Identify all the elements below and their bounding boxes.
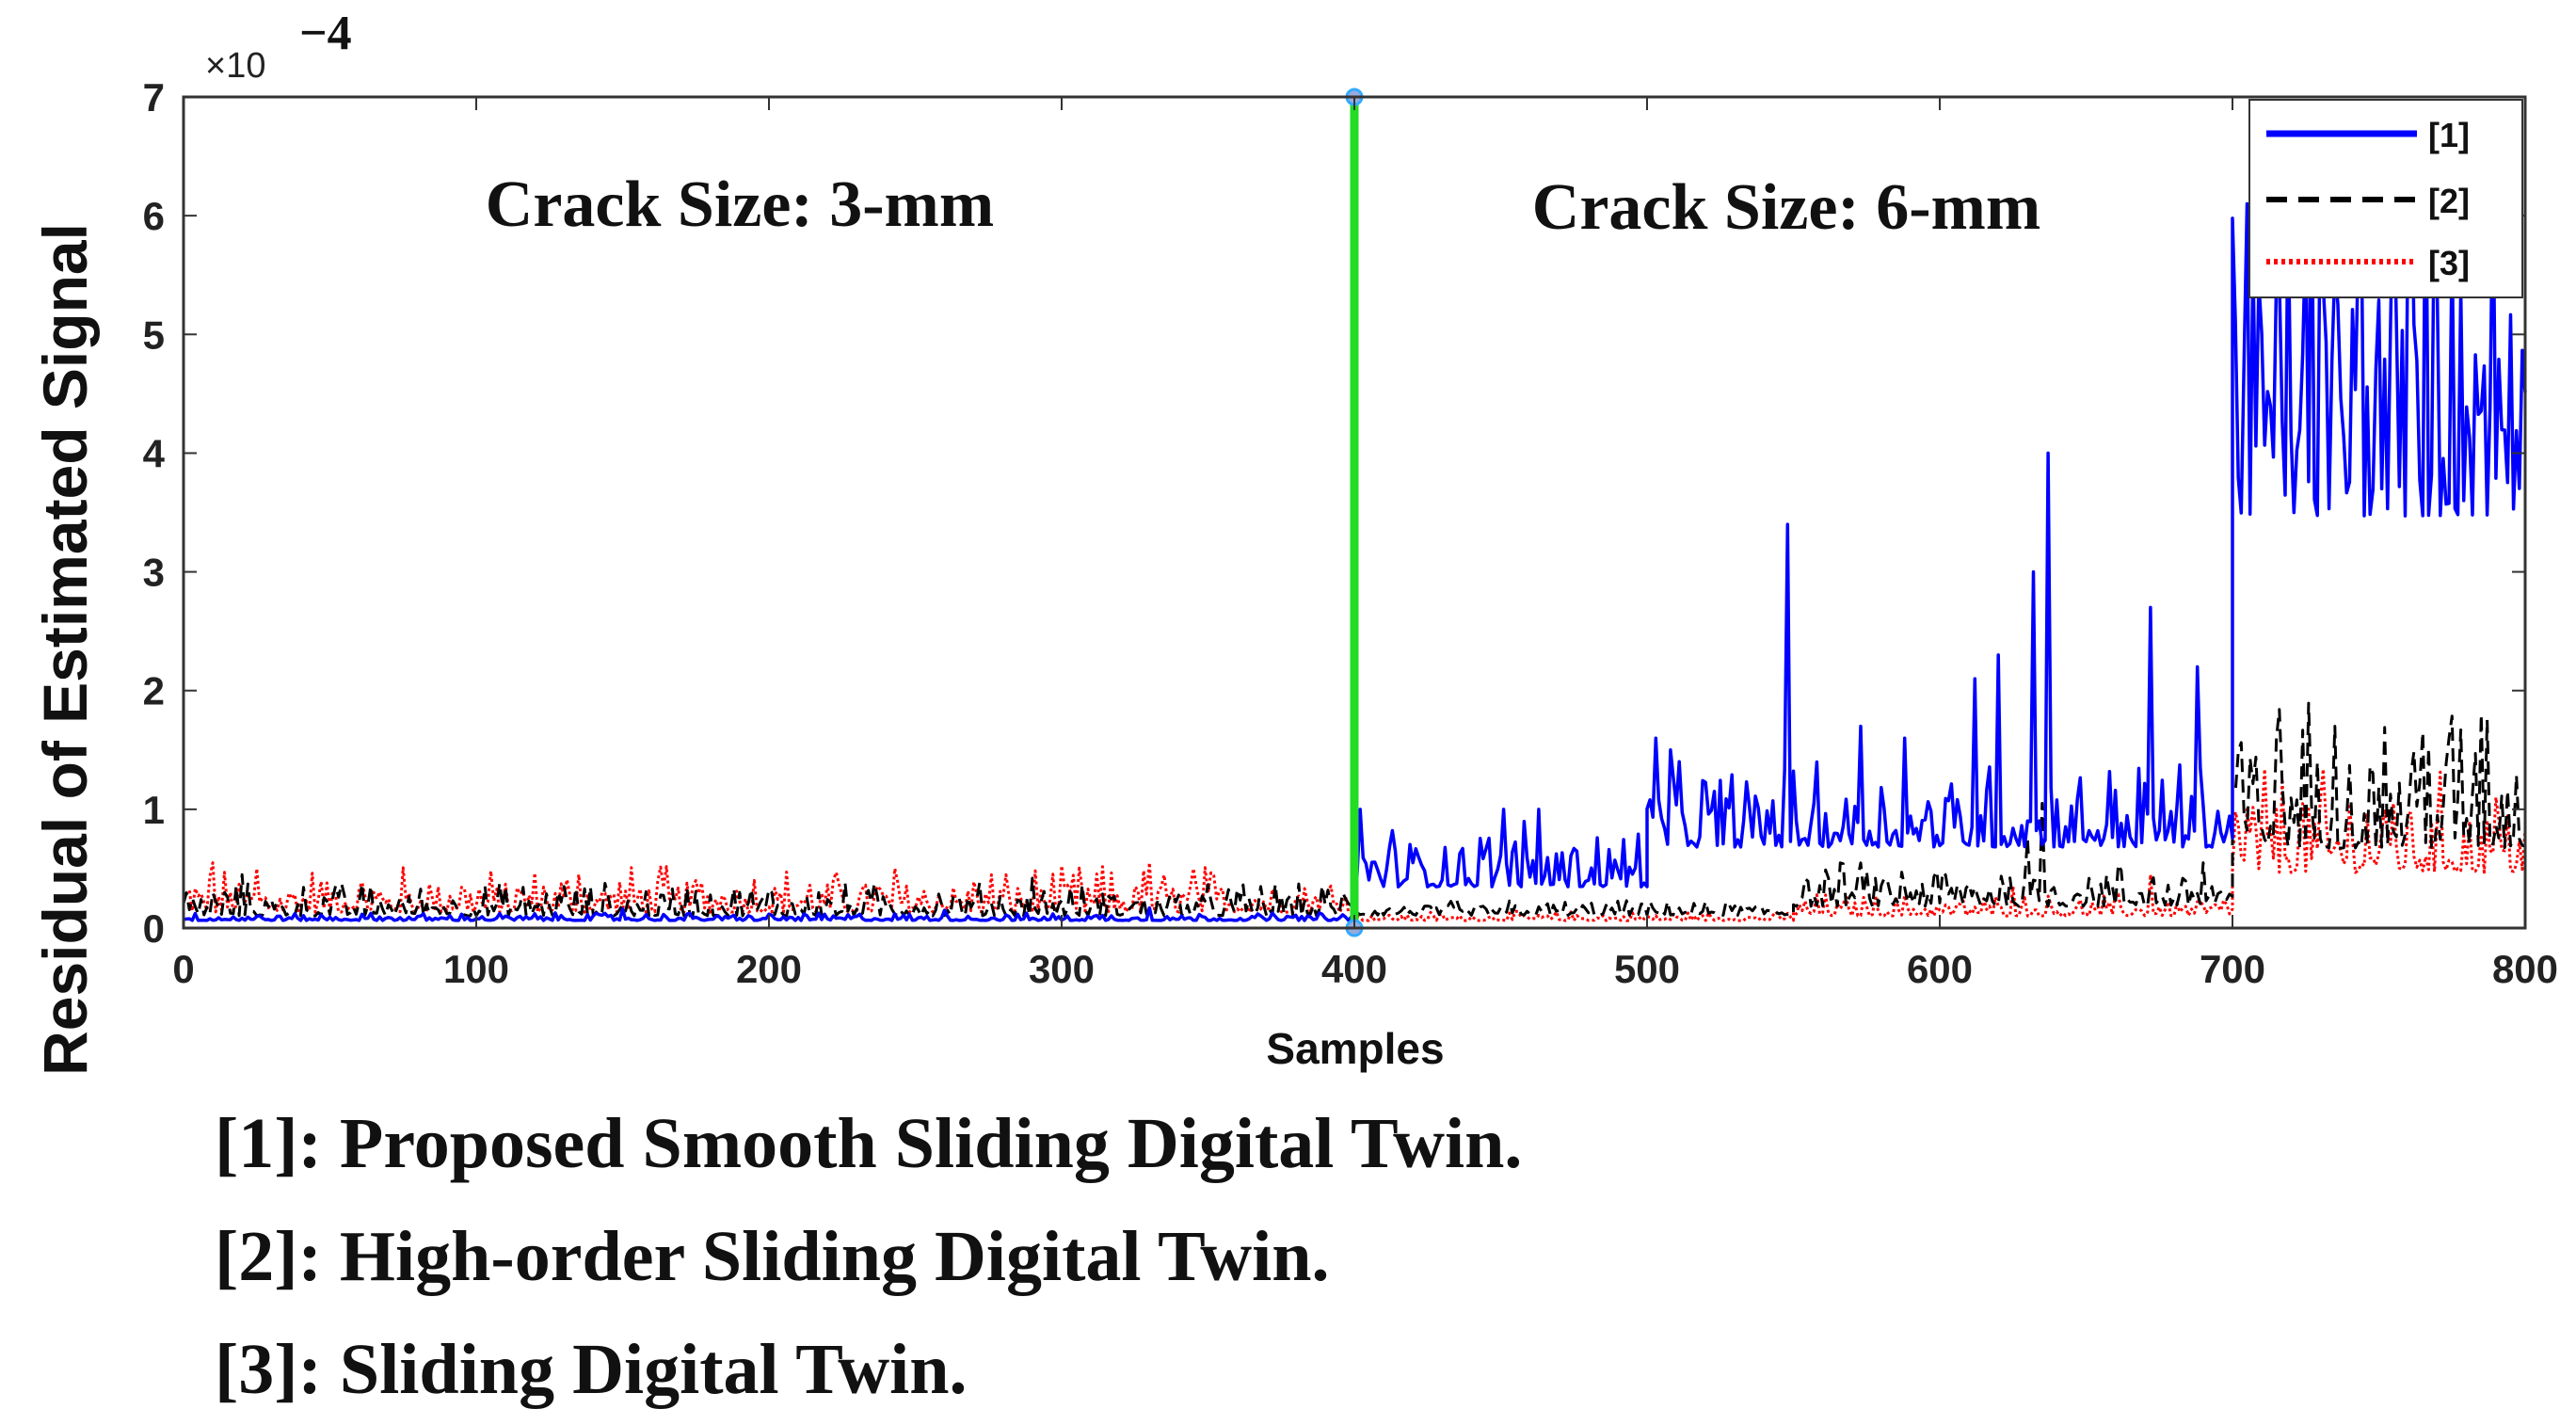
caption-1: [1]: Proposed Smooth Sliding Digital Twi… (215, 1104, 1523, 1183)
y-tick-label: 1 (143, 788, 165, 832)
legend-label-2: [2] (2428, 182, 2470, 220)
tick-layer: 0 100 200 300 400 500 600 700 800 0 1 2 3 4 5 6 7 (143, 75, 2558, 991)
x-tick-label: 600 (1907, 947, 1973, 991)
y-tick-label: 2 (143, 669, 165, 713)
y-tick-label: 5 (143, 312, 165, 357)
x-axis-label: Samples (1266, 1024, 1444, 1073)
annotation-crack-6mm: Crack Size: 6-mm (1532, 171, 2040, 244)
x-tick-label: 700 (2200, 947, 2265, 991)
x-tick-label: 200 (736, 947, 802, 991)
annotation-crack-3mm: Crack Size: 3-mm (486, 168, 994, 241)
y-tick-label: 6 (143, 194, 165, 238)
legend-label-3: [3] (2428, 244, 2470, 282)
x-tick-label: 400 (1321, 947, 1387, 991)
caption-2: [2]: High-order Sliding Digital Twin. (215, 1217, 1330, 1296)
y-scale-exponent: −4 (299, 7, 352, 60)
legend-box (2248, 99, 2523, 298)
x-tick-label: 100 (443, 947, 509, 991)
caption-3: [3]: Sliding Digital Twin. (215, 1330, 968, 1409)
x-tick-label: 800 (2492, 947, 2558, 991)
y-tick-label: 0 (143, 906, 165, 951)
y-tick-label: 7 (143, 75, 165, 120)
y-scale-factor: ×10 (205, 46, 265, 86)
x-tick-label: 500 (1614, 947, 1680, 991)
y-tick-label: 4 (143, 431, 166, 475)
y-axis-label: Residual of Estimated Signal (30, 223, 100, 1076)
y-tick-label: 3 (143, 551, 165, 595)
legend-label-1: [1] (2428, 116, 2470, 154)
x-tick-label: 0 (172, 947, 194, 991)
legend: [1] [2] [3] (2248, 99, 2523, 298)
x-tick-label: 300 (1029, 947, 1095, 991)
